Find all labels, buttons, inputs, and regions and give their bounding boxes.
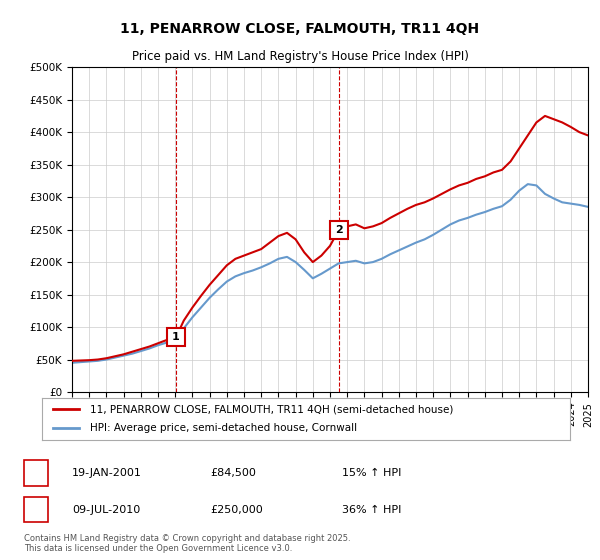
Text: £250,000: £250,000 — [210, 505, 263, 515]
Text: 1: 1 — [172, 332, 180, 342]
Text: 2: 2 — [335, 225, 343, 235]
Text: £84,500: £84,500 — [210, 468, 256, 478]
Text: HPI: Average price, semi-detached house, Cornwall: HPI: Average price, semi-detached house,… — [89, 423, 356, 433]
Text: 15% ↑ HPI: 15% ↑ HPI — [342, 468, 401, 478]
Text: Price paid vs. HM Land Registry's House Price Index (HPI): Price paid vs. HM Land Registry's House … — [131, 50, 469, 63]
Text: Contains HM Land Registry data © Crown copyright and database right 2025.
This d: Contains HM Land Registry data © Crown c… — [24, 534, 350, 553]
Text: 09-JUL-2010: 09-JUL-2010 — [72, 505, 140, 515]
Text: 19-JAN-2001: 19-JAN-2001 — [72, 468, 142, 478]
Text: 2: 2 — [32, 503, 40, 516]
Text: 11, PENARROW CLOSE, FALMOUTH, TR11 4QH: 11, PENARROW CLOSE, FALMOUTH, TR11 4QH — [121, 22, 479, 36]
Text: 11, PENARROW CLOSE, FALMOUTH, TR11 4QH (semi-detached house): 11, PENARROW CLOSE, FALMOUTH, TR11 4QH (… — [89, 404, 453, 414]
Text: 36% ↑ HPI: 36% ↑ HPI — [342, 505, 401, 515]
Text: 1: 1 — [32, 466, 40, 480]
